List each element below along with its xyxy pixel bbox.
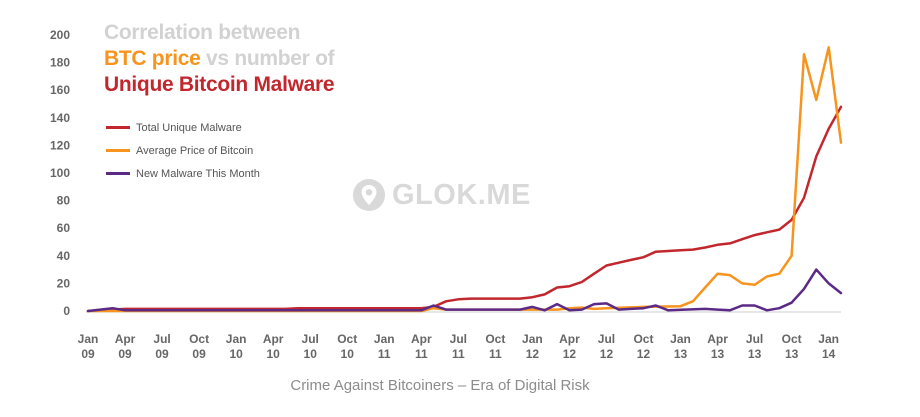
x-tick-label: Oct xyxy=(782,332,802,346)
chart-title: Correlation between BTC price vs number … xyxy=(104,20,335,98)
series-line-0 xyxy=(86,105,843,313)
x-tick-label: 10 xyxy=(304,347,318,361)
x-tick-label: 10 xyxy=(229,347,243,361)
legend-label-price: Average Price of Bitcoin xyxy=(136,144,254,157)
title-btc-price: BTC price xyxy=(104,47,201,70)
x-tick-label: Jul xyxy=(598,332,615,346)
x-tick-label: Apr xyxy=(707,332,728,346)
y-tick-label: 80 xyxy=(57,194,71,208)
x-tick-label: 12 xyxy=(637,347,651,361)
x-tick-label: Oct xyxy=(189,332,209,346)
watermark: GLOK.ME xyxy=(352,178,531,212)
legend-item-price: Average Price of Bitcoin xyxy=(106,139,260,162)
x-tick-label: 09 xyxy=(118,347,132,361)
y-tick-label: 40 xyxy=(57,249,71,263)
x-tick-label: Apr xyxy=(559,332,580,346)
legend-swatch-new xyxy=(106,172,130,175)
x-tick-label: Jul xyxy=(302,332,319,346)
x-tick-label: 14 xyxy=(822,347,836,361)
series-line-2 xyxy=(86,268,843,313)
x-tick-label: 12 xyxy=(526,347,540,361)
x-tick-label: 09 xyxy=(192,347,206,361)
title-number-of: number of xyxy=(234,47,335,70)
x-tick-label: 13 xyxy=(748,347,762,361)
y-tick-label: 20 xyxy=(57,276,71,290)
x-tick-label: 13 xyxy=(785,347,799,361)
chart-caption: Crime Against Bitcoiners – Era of Digita… xyxy=(290,377,590,394)
x-tick-label: 11 xyxy=(489,347,502,361)
location-pin-icon xyxy=(353,179,385,211)
y-tick-label: 180 xyxy=(50,56,70,70)
x-tick-label: Apr xyxy=(411,332,432,346)
title-line-1: Correlation between xyxy=(104,21,301,44)
title-line-3: Unique Bitcoin Malware xyxy=(104,73,335,96)
x-tick-label: 13 xyxy=(674,347,688,361)
x-tick-label: Jan xyxy=(818,332,839,346)
legend-swatch-price xyxy=(106,149,130,152)
x-tick-label: 10 xyxy=(341,347,355,361)
x-tick-label: 09 xyxy=(81,347,95,361)
y-tick-label: 120 xyxy=(50,138,70,152)
x-tick-label: Apr xyxy=(263,332,284,346)
x-tick-label: Jul xyxy=(153,332,170,346)
title-vs: vs xyxy=(200,47,235,70)
legend-label-new: New Malware This Month xyxy=(136,167,260,180)
legend-swatch-total xyxy=(106,126,130,129)
x-tick-label: 10 xyxy=(266,347,280,361)
watermark-text: GLOK.ME xyxy=(392,178,531,211)
legend-item-total: Total Unique Malware xyxy=(106,116,260,139)
y-tick-label: 100 xyxy=(50,166,70,180)
x-tick-label: Oct xyxy=(337,332,357,346)
x-tick-label: Oct xyxy=(485,332,505,346)
chart-legend: Total Unique Malware Average Price of Bi… xyxy=(106,116,260,185)
y-tick-label: 60 xyxy=(57,221,71,235)
x-tick-label: 11 xyxy=(452,347,465,361)
title-line-2: BTC price vs number of xyxy=(104,46,335,72)
x-tick-label: 11 xyxy=(415,347,428,361)
x-tick-label: Jul xyxy=(450,332,467,346)
x-tick-label: 13 xyxy=(711,347,725,361)
x-tick-label: Oct xyxy=(633,332,653,346)
y-tick-label: 140 xyxy=(50,111,70,125)
legend-label-total: Total Unique Malware xyxy=(136,121,242,134)
x-tick-label: Jan xyxy=(670,332,691,346)
y-tick-label: 160 xyxy=(50,83,70,97)
legend-item-new: New Malware This Month xyxy=(106,162,260,185)
x-tick-label: Jan xyxy=(226,332,247,346)
x-tick-label: 11 xyxy=(378,347,391,361)
series-line-1 xyxy=(86,46,843,313)
x-tick-label: 12 xyxy=(600,347,614,361)
x-tick-label: 12 xyxy=(563,347,577,361)
x-tick-label: 09 xyxy=(155,347,169,361)
x-tick-label: Jan xyxy=(78,332,99,346)
y-tick-label: 0 xyxy=(63,304,70,318)
x-tick-label: Jan xyxy=(374,332,395,346)
x-tick-label: Apr xyxy=(115,332,136,346)
x-tick-label: Jan xyxy=(522,332,543,346)
y-tick-label: 200 xyxy=(50,28,70,42)
x-tick-label: Jul xyxy=(746,332,763,346)
